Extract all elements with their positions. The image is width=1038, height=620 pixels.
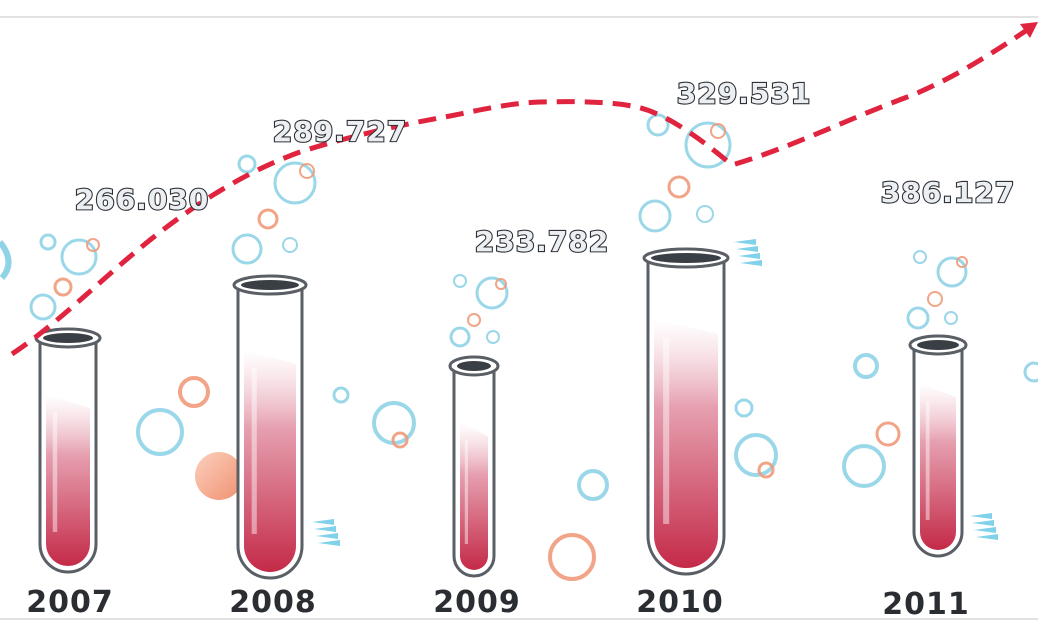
bubble xyxy=(853,353,879,379)
tube-liquid xyxy=(920,383,956,550)
test-tube-2008 xyxy=(232,274,308,580)
test-tube-2011 xyxy=(908,334,968,558)
bubble xyxy=(696,205,714,223)
bubble xyxy=(495,278,507,290)
bubble xyxy=(39,233,57,251)
tube-highlight xyxy=(251,367,257,534)
bubble xyxy=(875,421,901,447)
value-labels: 266.030 289.727 233.782 329.531 386.127 xyxy=(74,76,1016,259)
bubble xyxy=(29,293,57,321)
splash-mark xyxy=(736,246,758,252)
tube-liquid xyxy=(244,349,296,572)
bubble xyxy=(906,306,930,330)
value-label: 289.727 xyxy=(273,115,408,148)
bubble-fragment xyxy=(0,240,12,280)
tube-highlight xyxy=(464,440,468,544)
bubble xyxy=(53,277,73,297)
bubble xyxy=(60,238,98,276)
bubble xyxy=(638,199,672,233)
tube-mouth xyxy=(43,333,93,343)
tube-liquid xyxy=(46,394,90,566)
bubble xyxy=(467,313,481,327)
splash-mark xyxy=(972,520,994,526)
tube-mouth xyxy=(457,361,491,371)
bubble xyxy=(927,291,943,307)
category-label: 2007 xyxy=(26,585,114,620)
category-label: 2009 xyxy=(433,585,521,620)
bubble xyxy=(237,154,257,174)
bubble xyxy=(646,113,670,137)
trend-line xyxy=(10,22,1038,357)
test-tube-2010 xyxy=(642,247,730,576)
tube-highlight xyxy=(925,401,930,520)
splash-mark xyxy=(734,239,756,245)
splash-mark xyxy=(312,519,334,525)
tube-highlight xyxy=(663,337,670,524)
bubble xyxy=(231,233,263,265)
splash-mark xyxy=(738,253,760,259)
bubble xyxy=(486,330,500,344)
bubble xyxy=(734,398,754,418)
trend-line-path xyxy=(10,25,1032,357)
test-tube-bars xyxy=(34,247,968,580)
bubble xyxy=(86,238,100,252)
category-labels: 2007 2008 2009 2010 2011 xyxy=(26,585,970,620)
trend-arrow-head xyxy=(1020,22,1038,38)
category-label: 2010 xyxy=(636,585,724,620)
bubble xyxy=(956,256,968,268)
bubble xyxy=(913,250,927,264)
splash-mark xyxy=(974,527,996,533)
bubble xyxy=(757,461,775,479)
bubble xyxy=(475,276,509,310)
bubble xyxy=(453,274,467,288)
bubble xyxy=(944,311,958,325)
bubble xyxy=(936,256,968,288)
bubble xyxy=(257,208,279,230)
tube-mouth xyxy=(917,340,959,350)
bubble xyxy=(667,175,691,199)
tube-liquid xyxy=(654,319,718,568)
bubble xyxy=(684,121,732,169)
bubble xyxy=(577,469,609,501)
orange-orb xyxy=(195,452,243,500)
bubble xyxy=(273,161,317,205)
tube-mouth xyxy=(651,253,721,263)
bubble xyxy=(842,444,886,488)
test-tube-2007 xyxy=(34,327,102,574)
category-label: 2011 xyxy=(882,587,970,620)
splash-mark xyxy=(314,526,336,532)
value-label: 233.782 xyxy=(475,225,610,258)
bubble xyxy=(548,533,596,581)
value-label: 329.531 xyxy=(677,77,812,110)
value-label: 386.127 xyxy=(881,176,1016,209)
bubble xyxy=(332,386,350,404)
bubble xyxy=(391,431,409,449)
bubble xyxy=(1023,361,1038,383)
tube-highlight xyxy=(52,412,58,532)
category-label: 2008 xyxy=(229,585,317,620)
bubble-decorations xyxy=(0,113,1038,581)
bubble xyxy=(710,123,726,139)
bubble xyxy=(734,433,778,477)
test-tube-2009 xyxy=(448,355,500,578)
value-label: 266.030 xyxy=(75,183,210,216)
tube-mouth xyxy=(241,280,299,290)
splash-mark xyxy=(976,534,998,540)
tube-liquid xyxy=(460,422,488,570)
bubble xyxy=(449,326,471,348)
bubble xyxy=(178,376,210,408)
bubble xyxy=(282,237,298,253)
bubble xyxy=(136,408,184,456)
splash-mark xyxy=(316,533,338,539)
splash-mark xyxy=(318,540,340,546)
bubble xyxy=(299,163,315,179)
splash-mark xyxy=(970,513,992,519)
splash-mark xyxy=(740,260,762,266)
